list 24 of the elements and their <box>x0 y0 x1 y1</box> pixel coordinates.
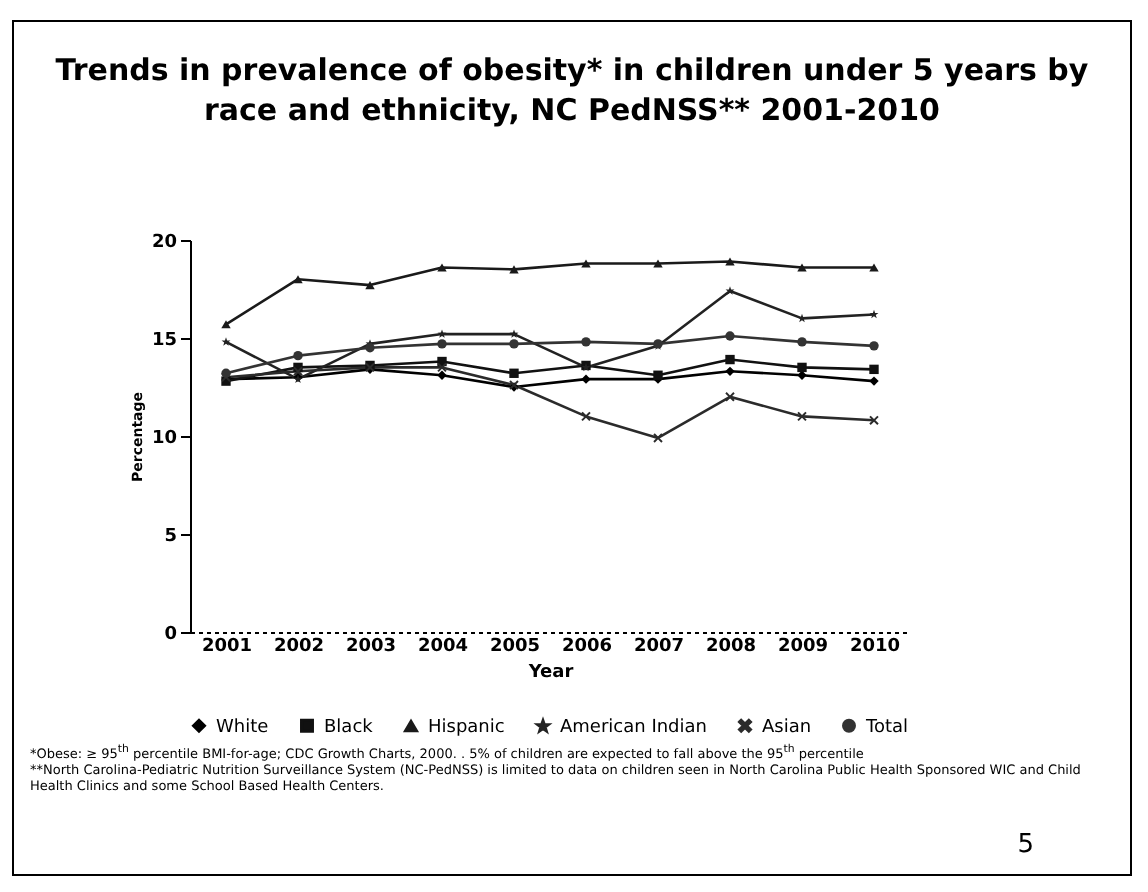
x-tick-label: 2003 <box>345 637 397 657</box>
x-tick-label: 2006 <box>561 637 613 657</box>
x-tick-label: 2005 <box>489 637 541 657</box>
y-tick-label: 10 <box>151 429 177 449</box>
y-tick-label: 20 <box>151 233 177 253</box>
x-tick-label: 2009 <box>777 637 829 657</box>
y-tick-label: 5 <box>164 527 177 547</box>
x-tick-label: 2010 <box>849 637 901 657</box>
legend-label: Total <box>864 717 909 738</box>
legend-label: Asian <box>762 717 812 738</box>
x-tick-label: 2008 <box>705 637 757 657</box>
legend-label: White <box>216 717 270 738</box>
legend-label: Black <box>324 717 375 738</box>
legend-label: American Indian <box>560 718 707 739</box>
y-tick-label: 15 <box>151 331 177 351</box>
x-tick-label: 2007 <box>633 637 685 657</box>
chart-title: Trends in prevalence of obesity* in children under 5 years by race and ethnicity, NC PedNSS** 2001-2010 <box>53 50 1091 130</box>
text: 5 <box>1017 830 1034 860</box>
x-axis-title: Year <box>526 663 575 683</box>
x-tick-label: 2002 <box>273 637 325 657</box>
y-tick-label: 0 <box>164 625 177 645</box>
x-tick-label: 2004 <box>417 637 469 657</box>
legend-label: Hispanic <box>428 718 505 739</box>
x-tick-label: 2001 <box>201 637 253 657</box>
